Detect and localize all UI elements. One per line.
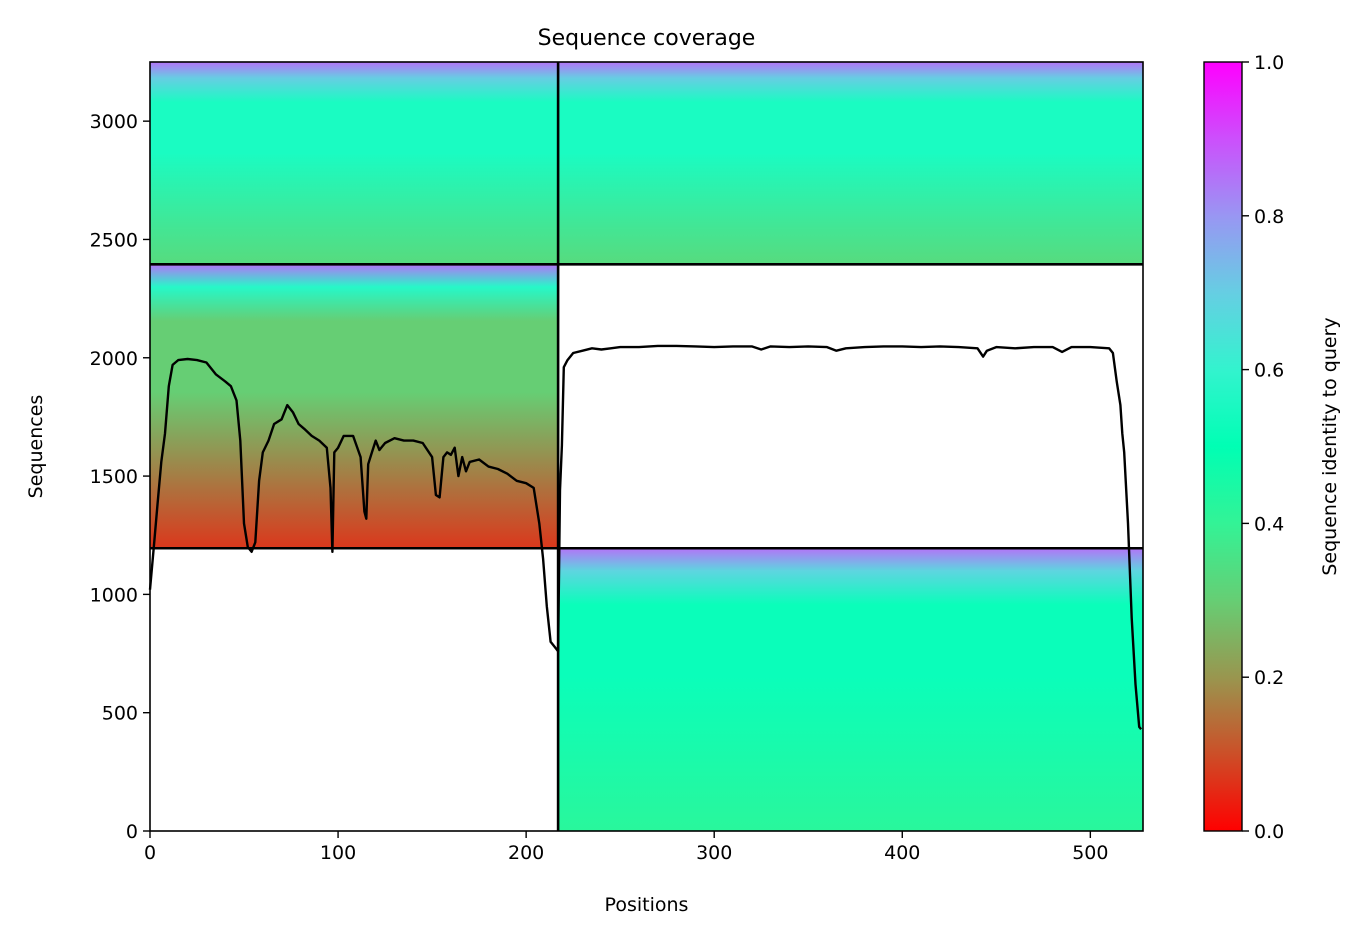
heatmap-block [150,264,559,549]
plot-frame [149,61,1144,832]
x-tick-label: 500 [1072,842,1108,864]
colorbar [1203,61,1243,832]
x-tick-label: 300 [696,842,732,864]
x-tick-label: 100 [320,842,356,864]
colorbar-tick-label: 0.0 [1254,821,1284,843]
heatmap-block [150,62,559,265]
colorbar-label: Sequence identity to query [1319,317,1341,575]
y-tick-label: 1000 [90,584,138,606]
x-tick-label: 400 [884,842,920,864]
y-tick-label: 2000 [90,348,138,370]
y-tick-label: 2500 [90,229,138,251]
y-axis-label: Sequences [25,395,47,499]
y-tick-label: 500 [102,703,138,725]
x-axis-ticks: 0 100 200 300 400 500 [144,831,1108,864]
heatmap-block [558,62,1143,265]
colorbar-tick-label: 0.2 [1254,667,1284,689]
y-axis-ticks: 0 500 1000 1500 2000 2500 3000 [90,111,150,843]
colorbar-tick-label: 0.8 [1254,206,1284,228]
block-dividers [150,62,1143,831]
colorbar-ticks: 0.0 0.2 0.4 0.6 0.8 1.0 [1242,52,1284,843]
coverage-line [148,344,1143,731]
x-axis-label: Positions [605,894,689,916]
y-tick-label: 0 [126,821,138,843]
heatmap-blocks [150,62,1143,831]
heatmap-block [558,548,1143,831]
y-tick-label: 1500 [90,466,138,488]
colorbar-tick-label: 0.6 [1254,360,1284,382]
x-tick-label: 200 [508,842,544,864]
colorbar-tick-label: 0.4 [1254,513,1284,535]
x-tick-label: 0 [144,842,156,864]
y-tick-label: 3000 [90,111,138,133]
colorbar-tick-label: 1.0 [1254,52,1284,74]
chart-title: Sequence coverage [538,26,756,51]
